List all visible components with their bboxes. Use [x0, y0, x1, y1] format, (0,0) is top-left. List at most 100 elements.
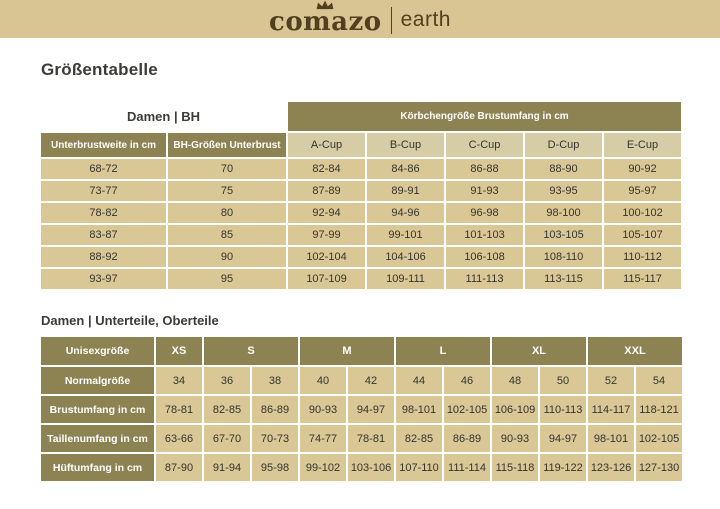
- bh-table-cell: 91-93: [446, 181, 523, 201]
- bh-table-cell: 102-104: [288, 247, 365, 267]
- bh-table-row: 88-92 90 102-104 104-106 106-108 108-110 110-1…: [41, 247, 681, 267]
- unisex-table-cell: 103-106: [348, 454, 394, 481]
- row-label: Hüftumfang in cm: [41, 454, 154, 481]
- unisex-table-cell: 99-102: [300, 454, 346, 481]
- unisex-table-cell: 110-113: [540, 396, 586, 423]
- unisex-table-cell: 87-90: [156, 454, 202, 481]
- size-group-header-xxl: XXL: [588, 337, 682, 365]
- bh-column-header: Unterbrustweite in cm: [41, 133, 166, 157]
- page-title: Größentabelle: [41, 60, 158, 79]
- bh-table-cell: 88-92: [41, 247, 166, 267]
- bh-table-row: 68-72 70 82-84 84-86 86-88 88-90 90-92: [41, 159, 681, 179]
- unisex-table-cell: 70-73: [252, 425, 298, 452]
- unisex-table-cell: 94-97: [348, 396, 394, 423]
- unisex-table-cell: 107-110: [396, 454, 442, 481]
- cup-span-header: Körbchengröße Brustumfang in cm: [288, 102, 681, 131]
- comazo-wordmark: comazo: [268, 0, 382, 37]
- bh-table-cell: 70: [168, 159, 286, 179]
- size-group-header-xs: XS: [156, 337, 202, 365]
- unisex-table-cell: 95-98: [252, 454, 298, 481]
- unisex-table-cell: 118-121: [636, 396, 682, 423]
- cup-column-header: B-Cup: [367, 133, 444, 157]
- bh-table-cell: 111-113: [446, 269, 523, 289]
- unisex-table-cell: 40: [300, 367, 346, 394]
- comazo-wordmark-text: comazo: [268, 7, 382, 37]
- unisex-table-row: Taillenumfang in cm 63-66 67-70 70-73 74-77 7…: [41, 425, 682, 452]
- bh-table-cell: 109-111: [367, 269, 444, 289]
- unisex-table-cell: 86-89: [252, 396, 298, 423]
- main-content: Größentabelle Damen | BH Körbchengröße B…: [0, 60, 720, 483]
- unisex-table-cell: 54: [636, 367, 682, 394]
- unisex-table-cell: 90-93: [300, 396, 346, 423]
- bh-table-cell: 104-106: [367, 247, 444, 267]
- unisex-table-cell: 123-126: [588, 454, 634, 481]
- unisex-table-cell: 82-85: [396, 425, 442, 452]
- unisex-table-cell: 44: [396, 367, 442, 394]
- unisex-table-cell: 46: [444, 367, 490, 394]
- brand-logo[interactable]: comazo earth: [268, 0, 451, 37]
- bh-section-title-cell: Damen | BH: [41, 102, 286, 131]
- unisex-table-cell: 119-122: [540, 454, 586, 481]
- bh-table-cell: 86-88: [446, 159, 523, 179]
- bh-column-header: BH-Größen Unterbrust: [168, 133, 286, 157]
- bh-table-cell: 107-109: [288, 269, 365, 289]
- bh-table-cell: 85: [168, 225, 286, 245]
- unisex-table-row: Brustumfang in cm 78-81 82-85 86-89 90-93 94-…: [41, 396, 682, 423]
- cup-column-header: D-Cup: [525, 133, 602, 157]
- bh-table-cell: 88-90: [525, 159, 602, 179]
- bh-table-cell: 96-98: [446, 203, 523, 223]
- bh-table-cell: 75: [168, 181, 286, 201]
- cup-column-header: A-Cup: [288, 133, 365, 157]
- size-group-header-s: S: [204, 337, 298, 365]
- bh-table-cell: 115-117: [604, 269, 681, 289]
- bh-table-row: 73-77 75 87-89 89-91 91-93 93-95 95-97: [41, 181, 681, 201]
- bh-table-cell: 106-108: [446, 247, 523, 267]
- bh-table-cell: 92-94: [288, 203, 365, 223]
- unisex-table-cell: 42: [348, 367, 394, 394]
- unisex-size-header-label: Unisexgröße: [41, 337, 154, 365]
- cup-column-header: E-Cup: [604, 133, 681, 157]
- unisex-table-cell: 63-66: [156, 425, 202, 452]
- unisex-table-cell: 114-117: [588, 396, 634, 423]
- unisex-table-cell: 38: [252, 367, 298, 394]
- bh-table-cell: 95-97: [604, 181, 681, 201]
- section-title-unterteile-oberteile: Damen | Unterteile, Oberteile: [41, 313, 219, 328]
- unisex-table-cell: 50: [540, 367, 586, 394]
- unisex-table-cell: 52: [588, 367, 634, 394]
- unisex-table-cell: 82-85: [204, 396, 250, 423]
- unisex-table-cell: 48: [492, 367, 538, 394]
- row-label: Normalgröße: [41, 367, 154, 394]
- unisex-table-cell: 91-94: [204, 454, 250, 481]
- bh-table-cell: 108-110: [525, 247, 602, 267]
- top-header-bar: comazo earth: [0, 0, 720, 38]
- bh-table-row: 83-87 85 97-99 99-101 101-103 103-105 105-107: [41, 225, 681, 245]
- unisex-table-cell: 94-97: [540, 425, 586, 452]
- bh-table-cell: 84-86: [367, 159, 444, 179]
- unisex-table-cell: 102-105: [444, 396, 490, 423]
- size-group-header-l: L: [396, 337, 490, 365]
- row-label: Taillenumfang in cm: [41, 425, 154, 452]
- bh-table-cell: 103-105: [525, 225, 602, 245]
- unisex-table-cell: 34: [156, 367, 202, 394]
- unisex-table-cell: 78-81: [348, 425, 394, 452]
- bh-table-cell: 101-103: [446, 225, 523, 245]
- bh-table-cell: 90: [168, 247, 286, 267]
- unisex-table-cell: 127-130: [636, 454, 682, 481]
- unisex-table-cell: 90-93: [492, 425, 538, 452]
- bh-table-cell: 89-91: [367, 181, 444, 201]
- size-group-header-m: M: [300, 337, 394, 365]
- unisex-table-cell: 67-70: [204, 425, 250, 452]
- bh-table-cell: 83-87: [41, 225, 166, 245]
- section-title-damen-bh: Damen | BH: [127, 108, 200, 124]
- bh-table-cell: 93-97: [41, 269, 166, 289]
- bh-table-cell: 73-77: [41, 181, 166, 201]
- bh-table-cell: 90-92: [604, 159, 681, 179]
- bh-table-cell: 78-82: [41, 203, 166, 223]
- unisex-table-cell: 98-101: [588, 425, 634, 452]
- bh-table-cell: 98-100: [525, 203, 602, 223]
- unisex-table-cell: 111-114: [444, 454, 490, 481]
- bh-table-cell: 100-102: [604, 203, 681, 223]
- earth-wordmark: earth: [400, 8, 451, 31]
- row-label: Brustumfang in cm: [41, 396, 154, 423]
- unisex-table-cell: 106-109: [492, 396, 538, 423]
